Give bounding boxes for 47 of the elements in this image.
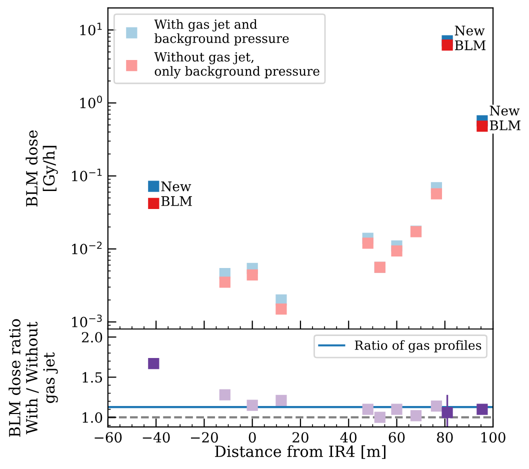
y-tick-label: 10$^{−3}$ xyxy=(72,314,102,328)
x-tick-label: −40 xyxy=(142,432,170,443)
point xyxy=(442,406,453,418)
point xyxy=(219,389,230,400)
legend-label: Without gas jet, only background pressure xyxy=(154,52,320,78)
y-tick-label: 10$^{0}$ xyxy=(80,96,102,108)
annotation: New BLM xyxy=(161,182,192,206)
y-axis-title: BLM dose ratio With / Without gas jet xyxy=(8,319,58,437)
point xyxy=(476,120,488,132)
x-tick-label: 20 xyxy=(292,432,308,443)
point xyxy=(442,40,453,51)
x-tick-label: 100 xyxy=(481,432,506,443)
point xyxy=(276,304,287,315)
x-tick-label: 0 xyxy=(248,432,256,443)
legend-label: With gas jet and background pressure xyxy=(154,19,289,46)
point xyxy=(430,400,442,412)
y-tick-label: 2.0 xyxy=(82,332,102,343)
y-tick-label: 10$^{−1}$ xyxy=(72,168,102,182)
point xyxy=(391,404,402,415)
point xyxy=(374,412,386,423)
point xyxy=(148,198,160,209)
x-tick-label: 40 xyxy=(340,432,357,443)
x-tick-label: 80 xyxy=(436,432,453,443)
point xyxy=(219,276,230,288)
point xyxy=(276,394,287,406)
point xyxy=(391,245,402,256)
annotation: New BLM xyxy=(490,106,520,130)
x-tick-label: −20 xyxy=(191,432,218,443)
y-tick-label: 1.5 xyxy=(82,372,102,383)
annotation: New BLM xyxy=(454,26,486,50)
y-tick-label: 10$^{−2}$ xyxy=(72,242,102,254)
point xyxy=(430,188,442,200)
x-axis-title: Distance from IR4 [m] xyxy=(215,445,386,459)
y-tick-label: 1.0 xyxy=(82,412,102,423)
point xyxy=(362,404,374,415)
point xyxy=(476,404,488,415)
legend-label: Ratio of gas profiles xyxy=(354,340,482,353)
point xyxy=(246,400,258,411)
point xyxy=(148,180,160,192)
y-tick-label: 10$^{1}$ xyxy=(80,22,102,36)
x-tick-label: 60 xyxy=(388,432,405,443)
point xyxy=(246,269,258,281)
point xyxy=(148,358,160,370)
x-tick-label: −60 xyxy=(94,432,122,443)
point xyxy=(362,238,374,249)
y-axis-title: BLM dose [Gy/h] xyxy=(26,130,58,207)
point xyxy=(410,410,422,422)
